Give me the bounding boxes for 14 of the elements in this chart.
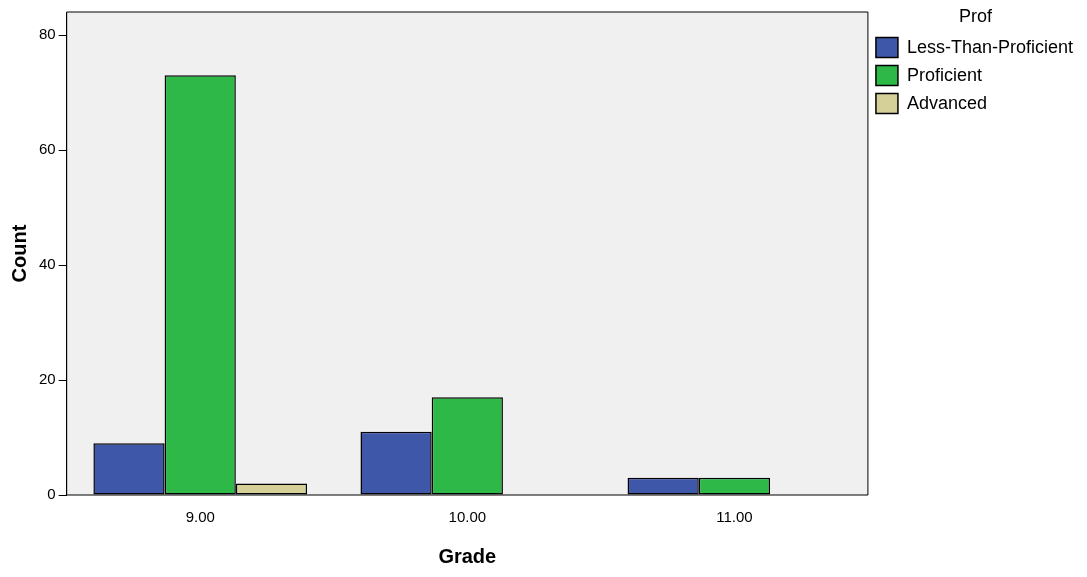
- y-axis-title: Count: [7, 224, 30, 283]
- x-tick-label: 11.00: [716, 508, 753, 526]
- x-tick-label: 10.00: [448, 508, 487, 526]
- x-tick-label: 9.00: [185, 508, 215, 526]
- legend-title: Prof: [958, 5, 993, 26]
- legend-label: Proficient: [906, 64, 982, 85]
- y-tick-label: 60: [39, 140, 56, 158]
- y-tick-label: 80: [39, 25, 56, 43]
- x-axis-title: Grade: [438, 544, 497, 567]
- y-tick-label: 20: [39, 370, 56, 388]
- legend-label: Less-Than-Proficient: [906, 36, 1074, 57]
- y-tick-label: 40: [39, 255, 56, 273]
- y-tick-label: 0: [47, 485, 56, 503]
- legend-label: Advanced: [906, 92, 987, 113]
